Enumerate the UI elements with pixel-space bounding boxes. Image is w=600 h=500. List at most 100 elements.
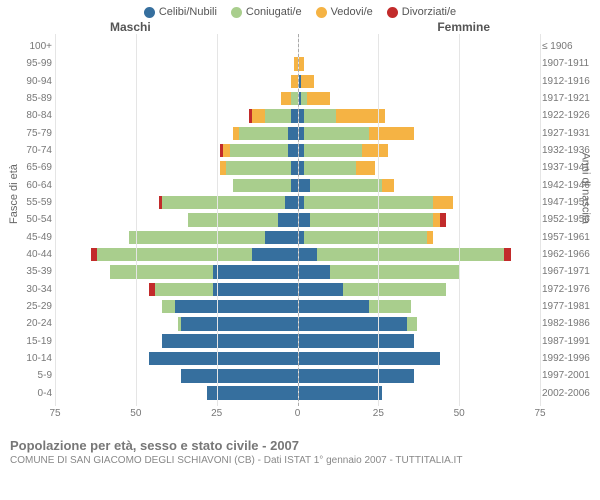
grid-line bbox=[136, 34, 137, 406]
birth-label: 1932-1936 bbox=[542, 142, 600, 159]
age-label: 95-99 bbox=[0, 55, 52, 72]
segment-widowed bbox=[362, 144, 388, 158]
male-bar bbox=[55, 161, 298, 175]
age-label: 0-4 bbox=[0, 385, 52, 402]
birth-label: 1957-1961 bbox=[542, 229, 600, 246]
legend-swatch bbox=[144, 7, 155, 18]
segment-married bbox=[369, 300, 411, 314]
age-label: 80-84 bbox=[0, 107, 52, 124]
male-bar bbox=[55, 352, 298, 366]
male-bar bbox=[55, 369, 298, 383]
caption-sub: COMUNE DI SAN GIACOMO DEGLI SCHIAVONI (C… bbox=[10, 453, 590, 466]
male-bar bbox=[55, 300, 298, 314]
x-tick: 50 bbox=[454, 408, 465, 419]
segment-single bbox=[162, 334, 298, 348]
segment-single bbox=[298, 386, 382, 400]
x-tick: 25 bbox=[211, 408, 222, 419]
male-bar bbox=[55, 265, 298, 279]
birth-label: 1962-1966 bbox=[542, 246, 600, 263]
birth-label: ≤ 1906 bbox=[542, 38, 600, 55]
age-label: 55-59 bbox=[0, 194, 52, 211]
age-label: 35-39 bbox=[0, 263, 52, 280]
female-bar bbox=[298, 231, 541, 245]
male-bar bbox=[55, 40, 298, 54]
segment-single bbox=[298, 265, 330, 279]
age-label: 20-24 bbox=[0, 315, 52, 332]
legend-label: Vedovi/e bbox=[331, 6, 373, 18]
segment-married bbox=[239, 127, 288, 141]
birth-label: 1947-1951 bbox=[542, 194, 600, 211]
segment-single bbox=[298, 179, 311, 193]
male-bar bbox=[55, 109, 298, 123]
birth-label: 1907-1911 bbox=[542, 55, 600, 72]
segment-single bbox=[207, 386, 298, 400]
plot-area bbox=[55, 34, 540, 406]
female-bar bbox=[298, 369, 541, 383]
pyramid-chart: Fasce di età Anni di nascita 100+95-9990… bbox=[0, 34, 600, 434]
birth-label: 1967-1971 bbox=[542, 263, 600, 280]
x-tick: 50 bbox=[130, 408, 141, 419]
female-bar bbox=[298, 40, 541, 54]
female-bar bbox=[298, 386, 541, 400]
segment-single bbox=[213, 283, 297, 297]
x-tick: 25 bbox=[373, 408, 384, 419]
segment-married bbox=[230, 144, 288, 158]
female-bar bbox=[298, 248, 541, 262]
segment-married bbox=[317, 248, 505, 262]
segment-single bbox=[298, 300, 369, 314]
female-bar bbox=[298, 196, 541, 210]
female-bar bbox=[298, 161, 541, 175]
female-label: Femmine bbox=[437, 20, 490, 34]
segment-married bbox=[110, 265, 213, 279]
legend-label: Coniugati/e bbox=[246, 6, 302, 18]
age-label: 30-34 bbox=[0, 281, 52, 298]
birth-label: 1997-2001 bbox=[542, 367, 600, 384]
segment-married bbox=[304, 196, 433, 210]
caption-title: Popolazione per età, sesso e stato civil… bbox=[10, 438, 590, 453]
female-bar bbox=[298, 317, 541, 331]
female-bar bbox=[298, 144, 541, 158]
male-bar bbox=[55, 196, 298, 210]
age-label: 100+ bbox=[0, 38, 52, 55]
birth-label: 1942-1946 bbox=[542, 177, 600, 194]
birth-label: 1917-1921 bbox=[542, 90, 600, 107]
female-bar bbox=[298, 109, 541, 123]
age-label: 5-9 bbox=[0, 367, 52, 384]
birth-label: 1977-1981 bbox=[542, 298, 600, 315]
segment-single bbox=[298, 283, 343, 297]
segment-single bbox=[298, 248, 317, 262]
segment-married bbox=[304, 231, 427, 245]
male-bar bbox=[55, 231, 298, 245]
segment-married bbox=[304, 109, 336, 123]
x-axis: 7550250255075 bbox=[55, 408, 540, 422]
age-label: 45-49 bbox=[0, 229, 52, 246]
segment-married bbox=[310, 179, 381, 193]
birth-labels: ≤ 19061907-19111912-19161917-19211922-19… bbox=[542, 34, 600, 406]
male-bar bbox=[55, 317, 298, 331]
legend-item: Coniugati/e bbox=[231, 6, 302, 18]
center-line bbox=[298, 34, 299, 406]
birth-label: 1927-1931 bbox=[542, 125, 600, 142]
age-label: 50-54 bbox=[0, 211, 52, 228]
legend-swatch bbox=[316, 7, 327, 18]
legend-item: Vedovi/e bbox=[316, 6, 373, 18]
legend: Celibi/NubiliConiugati/eVedovi/eDivorzia… bbox=[0, 0, 600, 18]
birth-label: 1972-1976 bbox=[542, 281, 600, 298]
segment-single bbox=[298, 317, 408, 331]
segment-divorced bbox=[504, 248, 510, 262]
segment-widowed bbox=[301, 75, 314, 89]
segment-widowed bbox=[369, 127, 414, 141]
segment-married bbox=[407, 317, 417, 331]
male-bar bbox=[55, 179, 298, 193]
female-bar bbox=[298, 300, 541, 314]
segment-married bbox=[129, 231, 265, 245]
chart-container: Celibi/NubiliConiugati/eVedovi/eDivorzia… bbox=[0, 0, 600, 500]
segment-single bbox=[265, 231, 297, 245]
female-bar bbox=[298, 75, 541, 89]
segment-single bbox=[298, 369, 414, 383]
segment-widowed bbox=[382, 179, 395, 193]
male-bar bbox=[55, 334, 298, 348]
birth-label: 1912-1916 bbox=[542, 73, 600, 90]
segment-single bbox=[252, 248, 297, 262]
birth-label: 1922-1926 bbox=[542, 107, 600, 124]
